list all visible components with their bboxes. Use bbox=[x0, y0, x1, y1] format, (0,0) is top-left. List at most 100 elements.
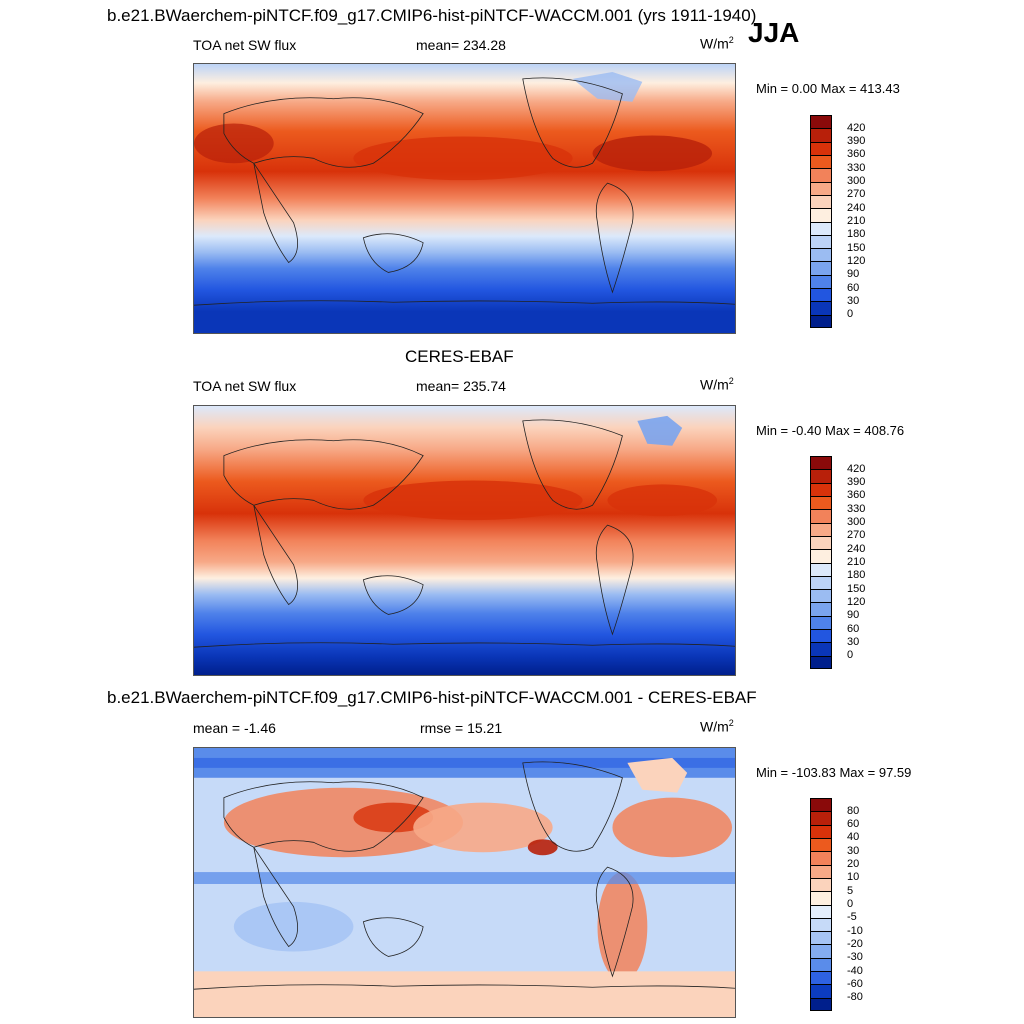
colorbar-swatch bbox=[810, 864, 832, 878]
colorbar-tick-label: 0 bbox=[847, 898, 854, 910]
colorbar-swatch bbox=[810, 655, 832, 669]
colorbar-tick-label: 60 bbox=[847, 818, 860, 831]
panel1-mean: mean= 234.28 bbox=[416, 37, 506, 53]
colorbar-swatch bbox=[810, 314, 832, 328]
colorbar-swatch bbox=[810, 798, 832, 812]
colorbar-tick-label: 360 bbox=[847, 489, 866, 502]
colorbar-swatch bbox=[810, 274, 832, 289]
panel1-colorbar: 420 390 360 330 300 270 240 210 180 150 120 90 60 30 0 bbox=[810, 115, 865, 328]
colorbar-tick-label: 120 bbox=[847, 254, 866, 267]
colorbar-tick-label: 30 bbox=[847, 635, 860, 648]
colorbar-swatch bbox=[810, 575, 832, 590]
colorbar-swatch bbox=[810, 549, 832, 563]
colorbar-swatch bbox=[810, 877, 832, 892]
colorbar-tick-label: -40 bbox=[847, 964, 863, 977]
panel1-variable: TOA net SW flux bbox=[193, 37, 297, 53]
colorbar-tick-label: 150 bbox=[847, 241, 866, 254]
colorbar-tick-label: 120 bbox=[847, 595, 866, 608]
colorbar-swatch bbox=[810, 194, 832, 209]
colorbar-swatch bbox=[810, 824, 832, 838]
colorbar-tick-label: 300 bbox=[847, 175, 866, 188]
colorbar-swatch bbox=[810, 208, 832, 222]
panel2-variable: TOA net SW flux bbox=[193, 378, 297, 394]
colorbar-tick-label: 180 bbox=[847, 569, 866, 582]
colorbar-tick-label: 210 bbox=[847, 215, 866, 227]
colorbar-tick-label: 20 bbox=[847, 858, 860, 871]
colorbar-tick-label: 240 bbox=[847, 201, 866, 214]
colorbar-swatch bbox=[810, 589, 832, 603]
colorbar-tick-label: 270 bbox=[847, 529, 866, 542]
colorbar-tick-label: 80 bbox=[847, 804, 860, 817]
colorbar-swatch bbox=[810, 984, 832, 998]
colorbar-tick-label: 30 bbox=[847, 294, 860, 307]
colorbar-tick-label: -30 bbox=[847, 951, 863, 964]
colorbar-tick-label: 90 bbox=[847, 268, 860, 281]
colorbar-tick-label: 40 bbox=[847, 831, 860, 844]
colorbar-tick-label: 60 bbox=[847, 622, 860, 635]
colorbar-swatch bbox=[810, 917, 832, 932]
colorbar-swatch bbox=[810, 482, 832, 496]
panel2-colorbar: 420 390 360 330 300 270 240 210 180 150 120 90 60 30 0 bbox=[810, 456, 865, 669]
colorbar-swatch bbox=[810, 931, 832, 945]
colorbar-swatch bbox=[810, 971, 832, 985]
colorbar-tick-label: 0 bbox=[847, 308, 854, 321]
panel2-title: CERES-EBAF bbox=[405, 347, 514, 366]
colorbar-swatch bbox=[810, 141, 832, 155]
colorbar-tick-label: 210 bbox=[847, 556, 866, 568]
colorbar-tick-label: -5 bbox=[847, 911, 857, 924]
colorbar-swatch bbox=[810, 837, 832, 852]
panel2-unit: W/m2 bbox=[700, 376, 734, 393]
colorbar-swatch bbox=[810, 957, 832, 972]
colorbar-tick-label: 390 bbox=[847, 476, 866, 489]
colorbar-swatch bbox=[810, 115, 832, 129]
colorbar-tick-label: -80 bbox=[847, 991, 863, 1004]
panel3-colorbar: 80 60 40 30 20 10 5 0 -5 -10 -20 -30 -40 -60 -80 bbox=[810, 798, 863, 1011]
colorbar-swatch bbox=[810, 168, 832, 182]
colorbar-swatch bbox=[810, 456, 832, 470]
panel1-title: b.e21.BWaerchem-piNTCF.f09_g17.CMIP6-his… bbox=[107, 6, 757, 25]
panel3-map bbox=[193, 747, 736, 1018]
colorbar-tick-label: -20 bbox=[847, 937, 863, 950]
colorbar-tick-label: -10 bbox=[847, 924, 863, 937]
panel3-title: b.e21.BWaerchem-piNTCF.f09_g17.CMIP6-his… bbox=[107, 688, 757, 707]
panel1-unit: W/m2 bbox=[700, 35, 734, 52]
colorbar-tick-label: 30 bbox=[847, 844, 860, 857]
colorbar-tick-label: 420 bbox=[847, 462, 866, 475]
colorbar-swatch bbox=[810, 891, 832, 905]
colorbar-tick-label: 390 bbox=[847, 135, 866, 148]
colorbar-swatch bbox=[810, 522, 832, 536]
colorbar-swatch bbox=[810, 904, 832, 918]
colorbar-swatch bbox=[810, 642, 832, 656]
panel3-mean: mean = -1.46 bbox=[193, 720, 276, 736]
panel2-minmax: Min = -0.40 Max = 408.76 bbox=[756, 423, 905, 438]
colorbar-tick-label: 330 bbox=[847, 502, 866, 515]
colorbar-swatch bbox=[810, 629, 832, 643]
colorbar-swatch bbox=[810, 509, 832, 523]
colorbar-swatch bbox=[810, 221, 832, 235]
panel3-minmax: Min = -103.83 Max = 97.59 bbox=[756, 765, 912, 780]
colorbar-tick-label: 300 bbox=[847, 516, 866, 529]
colorbar-swatch bbox=[810, 615, 832, 630]
colorbar-swatch bbox=[810, 851, 832, 865]
colorbar-swatch bbox=[810, 248, 832, 262]
panel2-map bbox=[193, 405, 736, 676]
panel3-unit: W/m2 bbox=[700, 718, 734, 735]
colorbar-swatch bbox=[810, 535, 832, 550]
colorbar-tick-label: 420 bbox=[847, 121, 866, 134]
panel3-rmse: rmse = 15.21 bbox=[420, 720, 503, 736]
colorbar-tick-label: 60 bbox=[847, 281, 860, 294]
colorbar-tick-label: 0 bbox=[847, 649, 854, 662]
colorbar-swatch bbox=[810, 562, 832, 576]
colorbar-swatch bbox=[810, 495, 832, 510]
colorbar-swatch bbox=[810, 234, 832, 249]
colorbar-swatch bbox=[810, 181, 832, 195]
panel1-map bbox=[193, 63, 736, 334]
colorbar-tick-label: 360 bbox=[847, 148, 866, 161]
colorbar-swatch bbox=[810, 469, 832, 483]
colorbar-tick-label: 180 bbox=[847, 228, 866, 241]
colorbar-tick-label: 150 bbox=[847, 582, 866, 595]
colorbar-swatch bbox=[810, 997, 832, 1011]
colorbar-tick-label: 240 bbox=[847, 542, 866, 555]
colorbar-swatch bbox=[810, 128, 832, 142]
colorbar-swatch bbox=[810, 288, 832, 302]
